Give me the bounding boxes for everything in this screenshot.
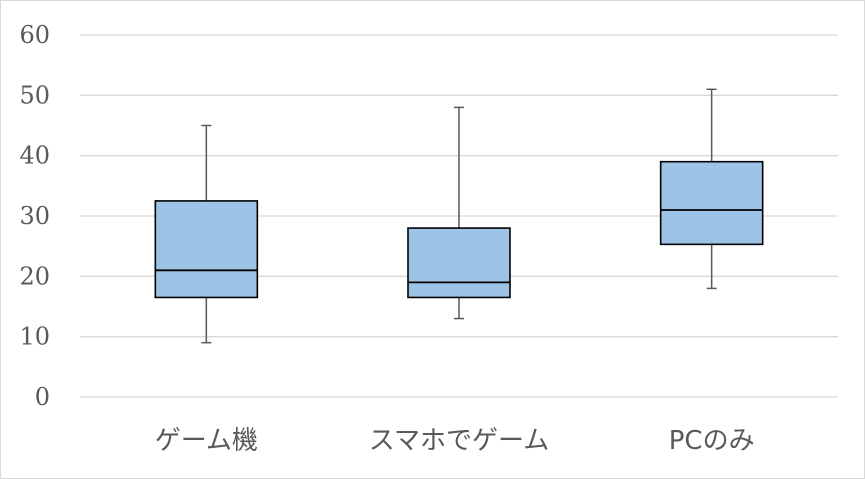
category-label: スマホでゲーム [369, 426, 549, 456]
y-tick-label: 40 [19, 142, 50, 170]
y-tick-label: 10 [19, 323, 50, 351]
box-iqr [154, 200, 259, 299]
box-iqr [659, 160, 764, 246]
y-tick-label: 30 [19, 202, 50, 230]
y-tick-label: 20 [19, 262, 50, 290]
y-tick-label: 50 [19, 81, 50, 109]
box-iqr [407, 227, 511, 299]
category-label: PCのみ [669, 426, 755, 456]
category-label: ゲーム機 [155, 426, 258, 456]
y-tick-label: 0 [35, 383, 50, 411]
y-tick-label: 60 [19, 21, 50, 49]
